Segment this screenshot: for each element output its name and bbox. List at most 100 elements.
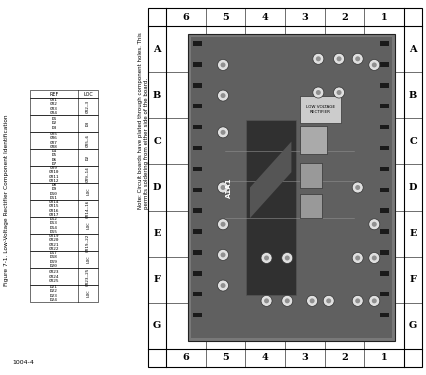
Bar xyxy=(380,271,389,276)
Bar xyxy=(380,188,389,192)
Bar xyxy=(30,183,98,200)
Bar xyxy=(188,34,395,341)
Text: D: D xyxy=(409,183,417,192)
Text: 1: 1 xyxy=(381,354,388,363)
Bar xyxy=(380,229,389,234)
Text: 6: 6 xyxy=(182,354,189,363)
Bar xyxy=(191,37,392,338)
Text: Figure 7-1. Low-Voltage Rectifier Component Identification: Figure 7-1. Low-Voltage Rectifier Compon… xyxy=(5,114,9,286)
Circle shape xyxy=(313,87,324,98)
Bar xyxy=(30,251,98,268)
Text: A: A xyxy=(153,45,161,54)
Bar xyxy=(380,125,389,129)
Circle shape xyxy=(282,296,293,306)
Bar xyxy=(30,90,98,98)
Text: D21
D22
D23
D24: D21 D22 D23 D24 xyxy=(50,285,58,302)
Text: CR14
CR15
CR16
CR17: CR14 CR15 CR16 CR17 xyxy=(49,200,59,217)
Text: B: B xyxy=(409,91,417,100)
Text: D12
D13
D14
D15: D12 D13 D14 D15 xyxy=(50,217,58,234)
Text: CR1
CR2
CR3
CR4: CR1 CR2 CR3 CR4 xyxy=(50,98,58,115)
Text: 1: 1 xyxy=(381,12,388,21)
Bar xyxy=(193,209,202,213)
Bar xyxy=(380,292,389,296)
Text: 5: 5 xyxy=(222,354,229,363)
Circle shape xyxy=(218,60,228,70)
Circle shape xyxy=(221,222,225,227)
Text: CR14–16: CR14–16 xyxy=(86,200,90,217)
Circle shape xyxy=(372,255,377,261)
Text: CR5–6: CR5–6 xyxy=(86,134,90,147)
Circle shape xyxy=(218,219,228,230)
Circle shape xyxy=(372,298,377,303)
Bar xyxy=(193,188,202,192)
Circle shape xyxy=(264,298,269,303)
Text: C: C xyxy=(153,137,161,146)
Circle shape xyxy=(352,53,363,64)
Text: D4
D5
D6
D7: D4 D5 D6 D7 xyxy=(52,149,57,166)
Text: CR19
CR20
CR21
CR22: CR19 CR20 CR21 CR22 xyxy=(49,234,59,251)
Text: 3: 3 xyxy=(302,354,308,363)
Circle shape xyxy=(337,90,342,95)
Circle shape xyxy=(352,252,363,264)
Text: 1004-4: 1004-4 xyxy=(12,360,34,364)
Circle shape xyxy=(221,252,225,257)
Bar xyxy=(380,250,389,255)
Text: REF: REF xyxy=(49,92,59,96)
Circle shape xyxy=(369,252,380,264)
Circle shape xyxy=(218,182,228,193)
Bar xyxy=(193,83,202,88)
Bar xyxy=(193,250,202,255)
Circle shape xyxy=(372,63,377,68)
Bar xyxy=(30,98,98,115)
Bar xyxy=(380,104,389,108)
Circle shape xyxy=(369,296,380,306)
Bar xyxy=(30,166,98,183)
Circle shape xyxy=(221,185,225,190)
Text: CR2–3: CR2–3 xyxy=(86,100,90,113)
Bar xyxy=(30,217,98,234)
Bar xyxy=(380,209,389,213)
Bar xyxy=(30,285,98,302)
Text: D: D xyxy=(153,183,161,192)
Circle shape xyxy=(326,298,331,303)
Text: 4: 4 xyxy=(262,12,268,21)
Text: G: G xyxy=(409,321,417,330)
Text: F: F xyxy=(409,275,417,284)
Circle shape xyxy=(355,56,360,62)
Circle shape xyxy=(355,298,360,303)
Circle shape xyxy=(352,296,363,306)
Text: CR5
CR6
CR7
CR8: CR5 CR6 CR7 CR8 xyxy=(50,132,58,149)
Bar xyxy=(30,132,98,149)
Polygon shape xyxy=(246,120,296,295)
Text: G: G xyxy=(153,321,161,330)
Circle shape xyxy=(310,298,315,303)
Circle shape xyxy=(221,130,225,135)
Circle shape xyxy=(261,296,272,306)
Text: A1A1: A1A1 xyxy=(226,177,232,198)
Text: 2: 2 xyxy=(341,354,348,363)
Bar xyxy=(30,115,98,132)
Text: 4: 4 xyxy=(262,354,268,363)
Bar xyxy=(380,313,389,317)
Text: 6: 6 xyxy=(182,12,189,21)
Bar xyxy=(193,166,202,171)
Text: CR23
CR24
CR25: CR23 CR24 CR25 xyxy=(49,270,59,283)
Circle shape xyxy=(221,63,225,68)
Polygon shape xyxy=(250,141,291,218)
Circle shape xyxy=(316,56,321,62)
Bar xyxy=(193,62,202,67)
Text: CR23–25: CR23–25 xyxy=(86,267,90,286)
Text: LOC: LOC xyxy=(83,92,93,96)
Text: D2: D2 xyxy=(86,155,90,160)
Circle shape xyxy=(372,222,377,227)
Circle shape xyxy=(334,87,345,98)
Text: LOW VOLTAGE
RECTIFIER: LOW VOLTAGE RECTIFIER xyxy=(306,105,335,114)
Circle shape xyxy=(316,90,321,95)
Circle shape xyxy=(221,283,225,288)
Text: D3: D3 xyxy=(86,121,90,126)
Bar xyxy=(193,229,202,234)
Bar xyxy=(193,41,202,46)
Circle shape xyxy=(323,296,334,306)
Bar xyxy=(380,146,389,150)
Bar xyxy=(30,149,98,166)
